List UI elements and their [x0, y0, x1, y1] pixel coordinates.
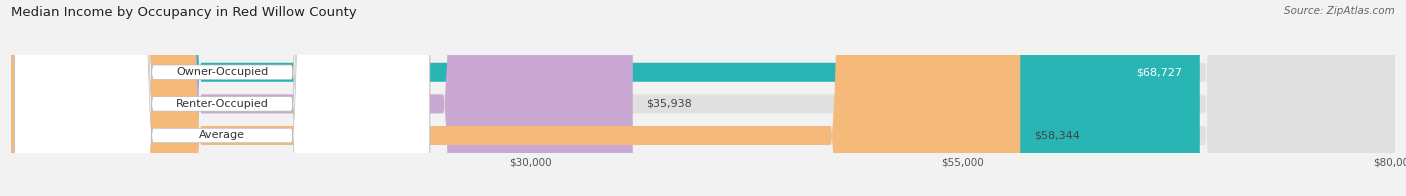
Text: Median Income by Occupancy in Red Willow County: Median Income by Occupancy in Red Willow…: [11, 6, 357, 19]
FancyBboxPatch shape: [11, 0, 1021, 196]
FancyBboxPatch shape: [14, 0, 430, 196]
Text: Average: Average: [200, 131, 245, 141]
Text: $58,344: $58,344: [1033, 131, 1080, 141]
Text: Renter-Occupied: Renter-Occupied: [176, 99, 269, 109]
FancyBboxPatch shape: [14, 0, 430, 196]
Text: Source: ZipAtlas.com: Source: ZipAtlas.com: [1284, 6, 1395, 16]
FancyBboxPatch shape: [14, 0, 430, 196]
Text: $68,727: $68,727: [1136, 67, 1182, 77]
Text: Owner-Occupied: Owner-Occupied: [176, 67, 269, 77]
Text: $35,938: $35,938: [647, 99, 692, 109]
FancyBboxPatch shape: [11, 0, 633, 196]
FancyBboxPatch shape: [11, 0, 1395, 196]
FancyBboxPatch shape: [11, 0, 1199, 196]
FancyBboxPatch shape: [11, 0, 1395, 196]
FancyBboxPatch shape: [11, 0, 1395, 196]
